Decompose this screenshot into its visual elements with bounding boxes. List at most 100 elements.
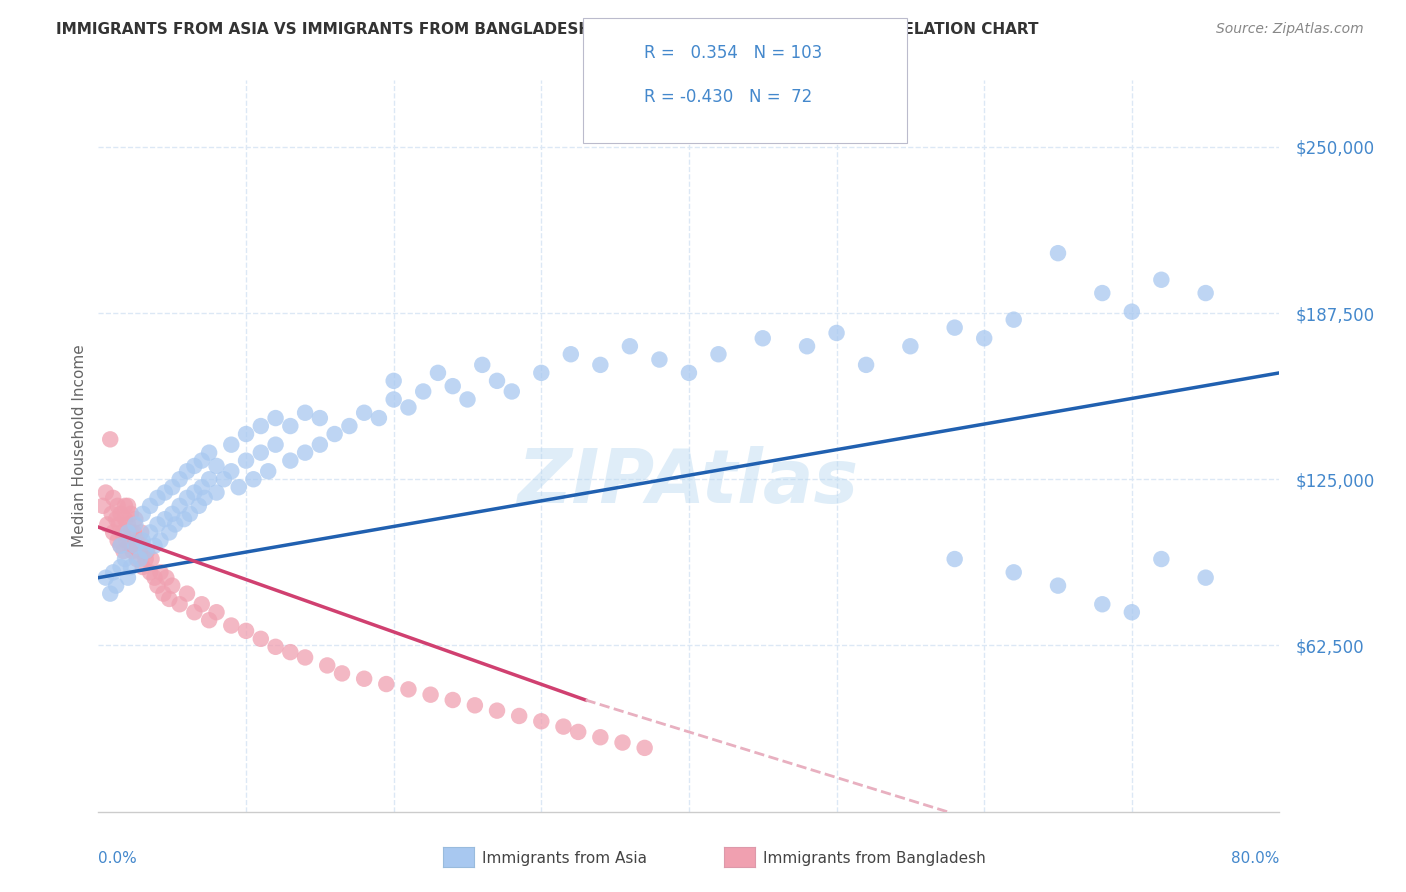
Point: [141, 552, 163, 566]
Point: [187, 499, 209, 513]
Point: [294, 445, 316, 459]
Point: [530, 366, 553, 380]
Point: [707, 347, 730, 361]
Point: [1150, 273, 1173, 287]
Point: [183, 605, 205, 619]
Point: [129, 525, 152, 540]
Point: [205, 605, 228, 619]
Point: [98, 586, 121, 600]
Point: [634, 740, 657, 755]
Point: [176, 464, 198, 478]
Point: [162, 507, 183, 521]
Point: [419, 688, 441, 702]
Point: [412, 384, 434, 399]
Point: [353, 672, 375, 686]
Point: [198, 613, 221, 627]
Point: [153, 485, 176, 500]
Point: [94, 571, 117, 585]
Point: [427, 366, 450, 380]
Point: [110, 507, 132, 521]
Point: [117, 499, 139, 513]
Point: [117, 517, 139, 532]
Point: [176, 586, 198, 600]
Point: [173, 512, 195, 526]
Point: [114, 512, 136, 526]
Point: [235, 453, 257, 467]
Point: [107, 499, 129, 513]
Point: [228, 480, 250, 494]
Point: [1121, 605, 1143, 619]
Point: [114, 499, 136, 513]
Point: [146, 491, 169, 505]
Point: [368, 411, 391, 425]
Text: R =   0.354   N = 103: R = 0.354 N = 103: [644, 44, 823, 62]
Point: [796, 339, 818, 353]
Point: [257, 464, 280, 478]
Point: [146, 579, 169, 593]
Text: Source: ZipAtlas.com: Source: ZipAtlas.com: [1216, 22, 1364, 37]
Point: [1091, 286, 1114, 301]
Point: [280, 453, 302, 467]
Point: [143, 539, 166, 553]
Point: [121, 544, 143, 558]
Point: [132, 507, 155, 521]
Point: [132, 560, 155, 574]
Point: [112, 544, 135, 558]
Point: [530, 714, 553, 729]
Point: [122, 525, 145, 540]
Point: [221, 464, 243, 478]
Point: [183, 485, 205, 500]
Text: R = -0.430   N =  72: R = -0.430 N = 72: [644, 88, 813, 106]
Point: [110, 539, 132, 553]
Text: Immigrants from Bangladesh: Immigrants from Bangladesh: [763, 851, 986, 865]
Point: [242, 472, 264, 486]
Point: [110, 539, 132, 553]
Point: [501, 384, 523, 399]
Point: [120, 507, 142, 521]
Point: [398, 401, 420, 415]
Point: [553, 720, 575, 734]
Point: [353, 406, 375, 420]
Point: [567, 725, 589, 739]
Point: [98, 433, 121, 447]
Point: [619, 339, 641, 353]
Point: [198, 472, 221, 486]
Point: [486, 704, 509, 718]
Point: [100, 507, 122, 521]
Point: [900, 339, 922, 353]
Point: [191, 597, 214, 611]
Point: [117, 571, 139, 585]
Point: [149, 533, 172, 548]
Point: [612, 735, 634, 749]
Point: [165, 517, 187, 532]
Point: [212, 472, 235, 486]
Point: [382, 392, 405, 407]
Point: [153, 512, 176, 526]
Point: [264, 411, 287, 425]
Point: [1091, 597, 1114, 611]
Point: [221, 438, 243, 452]
Point: [108, 517, 131, 532]
Point: [264, 438, 287, 452]
Point: [139, 525, 162, 540]
Point: [128, 544, 150, 558]
Point: [943, 320, 966, 334]
Point: [103, 566, 125, 580]
Point: [1002, 566, 1025, 580]
Point: [648, 352, 671, 367]
Point: [139, 499, 162, 513]
Point: [169, 472, 191, 486]
Point: [198, 445, 221, 459]
Point: [382, 374, 405, 388]
Point: [280, 645, 302, 659]
Point: [943, 552, 966, 566]
Y-axis label: Median Household Income: Median Household Income: [72, 344, 87, 548]
Point: [1046, 579, 1070, 593]
Point: [294, 406, 316, 420]
Point: [398, 682, 420, 697]
Point: [194, 491, 217, 505]
Point: [183, 458, 205, 473]
Point: [135, 552, 157, 566]
Point: [91, 499, 114, 513]
Point: [508, 709, 530, 723]
